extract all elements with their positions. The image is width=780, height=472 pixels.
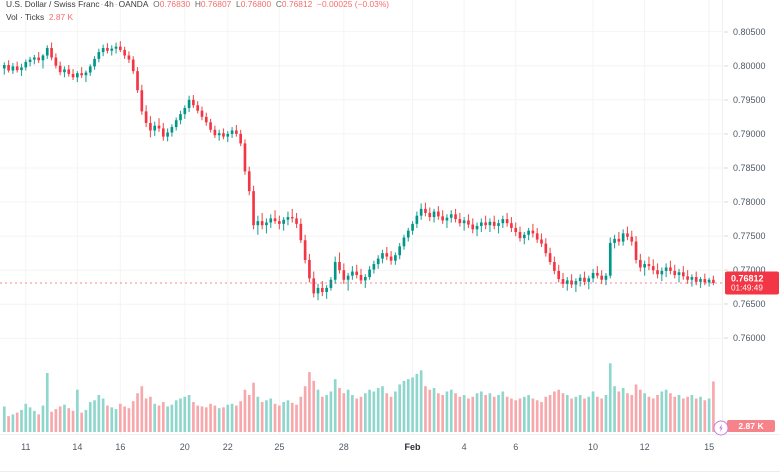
- time-tick-label: 14: [72, 442, 83, 452]
- time-tick-label: 12: [639, 442, 650, 452]
- chart-plot-area[interactable]: [0, 0, 722, 434]
- current-price-value: 0.76812: [731, 273, 764, 284]
- price-tick-label: 0.78500: [733, 162, 766, 173]
- price-tick-dash: [724, 235, 728, 237]
- price-tick-label: 0.79500: [733, 94, 766, 105]
- price-scale[interactable]: 0.80500 0.80000 0.79500 0.79000 0.78500 0.780…: [722, 0, 780, 434]
- time-tick-label: 16: [115, 442, 126, 452]
- time-tick-label: 10: [588, 442, 599, 452]
- time-tick-label: 25: [274, 442, 285, 452]
- price-tick-label: 0.77000: [733, 265, 766, 276]
- time-tick-label: 4: [461, 442, 467, 452]
- time-tick-label: 6: [513, 442, 519, 452]
- current-price-badge[interactable]: 0.76812 01:49:49: [725, 271, 779, 295]
- candlestick-svg: [0, 0, 722, 434]
- time-tick-label: 22: [222, 442, 233, 452]
- price-tick-dash: [724, 31, 728, 33]
- time-tick-label: 28: [338, 442, 349, 452]
- time-tick-label: Feb: [404, 442, 421, 452]
- price-tick-label: 0.80500: [733, 26, 766, 37]
- price-tick-label: 0.79000: [733, 128, 766, 139]
- price-tick-label: 0.80000: [733, 60, 766, 71]
- price-tick-label: 0.76500: [733, 299, 766, 310]
- time-tick-label: 11: [21, 442, 31, 452]
- price-tick-label: 0.76000: [733, 333, 766, 344]
- price-tick-dash: [724, 99, 728, 101]
- time-tick-label: 20: [179, 442, 190, 452]
- time-scale[interactable]: 11 14 16 20 22 25 28 Feb 4 6 10 12 15: [0, 420, 780, 472]
- price-tick-dash: [724, 133, 728, 135]
- volume-value-badge[interactable]: 2.87 K: [727, 420, 775, 432]
- time-tick-label: 15: [704, 442, 715, 452]
- price-tick-dash: [724, 65, 728, 67]
- price-tick-dash: [724, 303, 728, 305]
- price-tick-dash: [724, 269, 728, 271]
- price-tick-label: 0.78000: [733, 197, 766, 208]
- bar-countdown-timer: 01:49:49: [731, 283, 763, 293]
- price-tick-label: 0.77500: [733, 231, 766, 242]
- lightning-bolt-icon[interactable]: [713, 420, 729, 436]
- price-tick-dash: [724, 201, 728, 203]
- price-tick-dash: [724, 337, 728, 339]
- price-tick-dash: [724, 167, 728, 169]
